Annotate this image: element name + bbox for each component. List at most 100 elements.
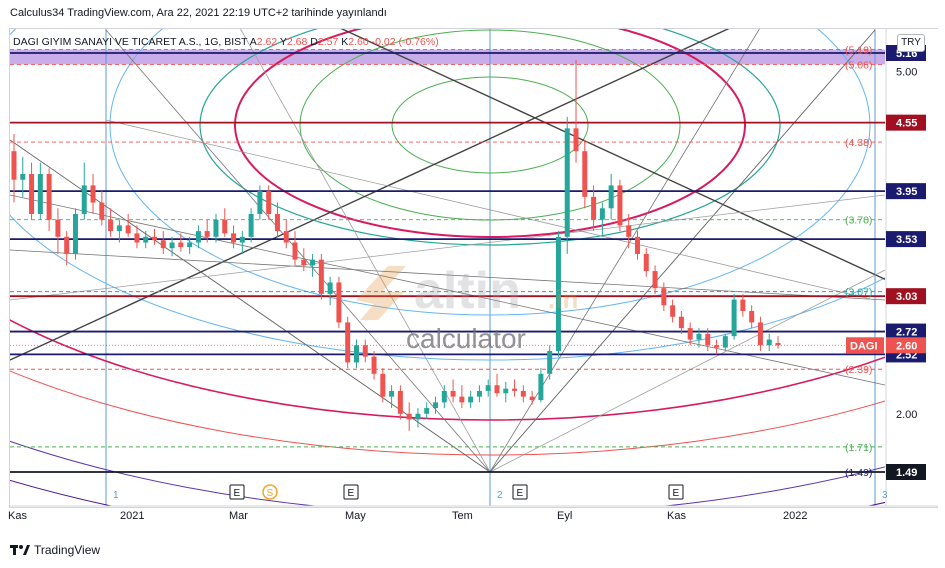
y-tick-label: 2.00 bbox=[896, 409, 917, 421]
candle-body bbox=[406, 413, 412, 420]
ellipse-ring bbox=[391, 76, 589, 174]
fib-level-label: (5.19) bbox=[845, 45, 872, 57]
x-tick-label: Kas bbox=[8, 510, 27, 522]
footer-brand: TradingView bbox=[34, 543, 101, 557]
trend-line bbox=[10, 194, 885, 386]
candle bbox=[433, 396, 439, 414]
currency-button[interactable]: TRY bbox=[897, 34, 925, 52]
top-band bbox=[10, 49, 885, 65]
cycle-marker: 2 bbox=[497, 490, 503, 501]
candle bbox=[29, 162, 35, 220]
candle-body bbox=[678, 316, 684, 329]
ellipse-ring bbox=[10, 29, 885, 361]
level-tag-label: 2.72 bbox=[896, 327, 917, 339]
candle bbox=[634, 231, 640, 260]
candle bbox=[143, 231, 149, 249]
candle-body bbox=[90, 185, 96, 203]
candle bbox=[125, 213, 131, 237]
symbol-tag-label: DAGI bbox=[850, 340, 878, 352]
candle bbox=[476, 385, 482, 403]
trend-line bbox=[10, 29, 730, 361]
candle bbox=[169, 236, 175, 257]
ellipse-ring bbox=[10, 479, 885, 506]
levels-layer bbox=[10, 49, 885, 473]
candle-body bbox=[714, 345, 720, 348]
ellipse-ring bbox=[109, 29, 871, 316]
level-tag-label: 4.55 bbox=[896, 118, 917, 130]
candle-body bbox=[433, 402, 439, 409]
candle-body bbox=[231, 233, 237, 243]
candle-body bbox=[187, 242, 193, 248]
candle bbox=[248, 208, 254, 243]
candle-body bbox=[380, 373, 386, 397]
candle bbox=[529, 390, 535, 405]
candle bbox=[380, 368, 386, 403]
candle bbox=[195, 225, 201, 249]
candle-body bbox=[687, 328, 693, 340]
candle-body bbox=[705, 333, 711, 346]
candle bbox=[714, 339, 720, 355]
ellipse-ring bbox=[199, 29, 781, 246]
candle-body bbox=[757, 322, 763, 346]
candle bbox=[99, 191, 105, 226]
candle bbox=[661, 282, 667, 312]
candle-body bbox=[72, 213, 78, 254]
candle-body bbox=[108, 219, 114, 232]
candle bbox=[292, 231, 298, 266]
candle-body bbox=[634, 236, 640, 254]
candle bbox=[152, 228, 158, 245]
candle-body bbox=[274, 213, 280, 232]
candle-body bbox=[485, 385, 491, 391]
symbol-legend[interactable]: DAGI GIYIM SANAYI VE TICARET A.S., 1G, B… bbox=[13, 36, 439, 48]
candle bbox=[301, 248, 307, 272]
candle bbox=[599, 202, 605, 237]
candle-body bbox=[81, 185, 87, 214]
high-label: Y bbox=[279, 36, 287, 48]
candle bbox=[626, 213, 632, 249]
candle-body bbox=[195, 231, 201, 243]
trend-line bbox=[340, 29, 885, 281]
candle-body bbox=[766, 339, 772, 346]
candle-body bbox=[125, 225, 131, 234]
earnings-marker-label: E bbox=[348, 488, 355, 499]
candle bbox=[336, 276, 342, 329]
candle-body bbox=[327, 282, 333, 294]
ellipse-ring bbox=[10, 370, 885, 456]
fib-level-label: (1.71) bbox=[845, 442, 872, 454]
candle bbox=[266, 185, 272, 220]
candle bbox=[353, 339, 359, 369]
candle-body bbox=[134, 233, 140, 243]
trend-line bbox=[105, 119, 876, 301]
candle bbox=[608, 174, 614, 220]
candle bbox=[757, 316, 763, 351]
earnings-marker-label: E bbox=[234, 488, 241, 499]
trend-line bbox=[105, 29, 491, 473]
cycle-marker: 1 bbox=[113, 490, 119, 501]
candle-body bbox=[389, 390, 395, 397]
symbol-name: DAGI GIYIM SANAYI VE TICARET A.S., 1G, B… bbox=[13, 36, 248, 48]
candle bbox=[231, 225, 237, 249]
earnings-marker-label: E bbox=[517, 488, 524, 499]
candle bbox=[573, 59, 579, 163]
candle-body bbox=[450, 390, 456, 397]
candle bbox=[239, 231, 245, 254]
candle bbox=[494, 373, 500, 397]
open-value: 2.62 bbox=[256, 36, 278, 48]
y-tick-label: 5.00 bbox=[896, 66, 917, 78]
publisher-header: Calculus34 TradingView.com, Ara 22, 2021… bbox=[10, 7, 387, 19]
change-value: -0.02 (-0.76%) bbox=[371, 36, 439, 48]
candle bbox=[257, 185, 263, 220]
candle bbox=[160, 231, 166, 254]
candle bbox=[775, 336, 781, 349]
x-tick-label: 2021 bbox=[120, 510, 144, 522]
candle-body bbox=[591, 196, 597, 220]
split-marker-label: S bbox=[267, 488, 274, 499]
candle bbox=[652, 265, 658, 294]
candle-body bbox=[99, 202, 105, 220]
candle bbox=[696, 328, 702, 348]
candle-body bbox=[555, 236, 561, 351]
cycle-marker: 3 bbox=[882, 490, 888, 501]
level-tag bbox=[886, 323, 926, 340]
level-tag bbox=[886, 183, 926, 200]
